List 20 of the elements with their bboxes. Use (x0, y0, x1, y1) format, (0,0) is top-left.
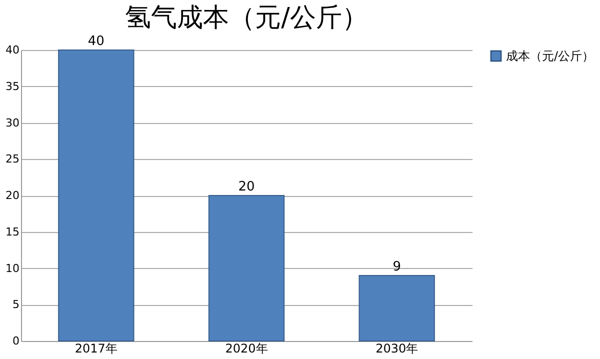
y-tick-label: 5 (12, 298, 20, 312)
data-label: 40 (88, 34, 104, 49)
y-tick-label: 30 (6, 116, 20, 130)
y-tick-label: 25 (6, 152, 20, 166)
bar (58, 50, 134, 342)
bar (358, 275, 435, 342)
x-tick-label: 2017年 (74, 342, 118, 356)
x-tick-label: 2020年 (225, 342, 268, 356)
y-tick-label: 35 (6, 80, 20, 93)
y-tick-label: 15 (6, 225, 20, 238)
y-tick-label: 40 (6, 44, 20, 56)
bar (208, 195, 285, 342)
y-tick-label: 10 (6, 262, 20, 275)
data-label: 9 (392, 260, 401, 275)
x-tick-label: 2030年 (376, 342, 418, 356)
legend-label: 成本（元/公斤） (506, 49, 594, 63)
chart-title: 氢气成本（元/公斤） (125, 3, 368, 33)
y-tick-label: 0 (12, 334, 20, 348)
y-tick-label: 20 (6, 189, 20, 202)
data-label: 20 (238, 180, 255, 194)
